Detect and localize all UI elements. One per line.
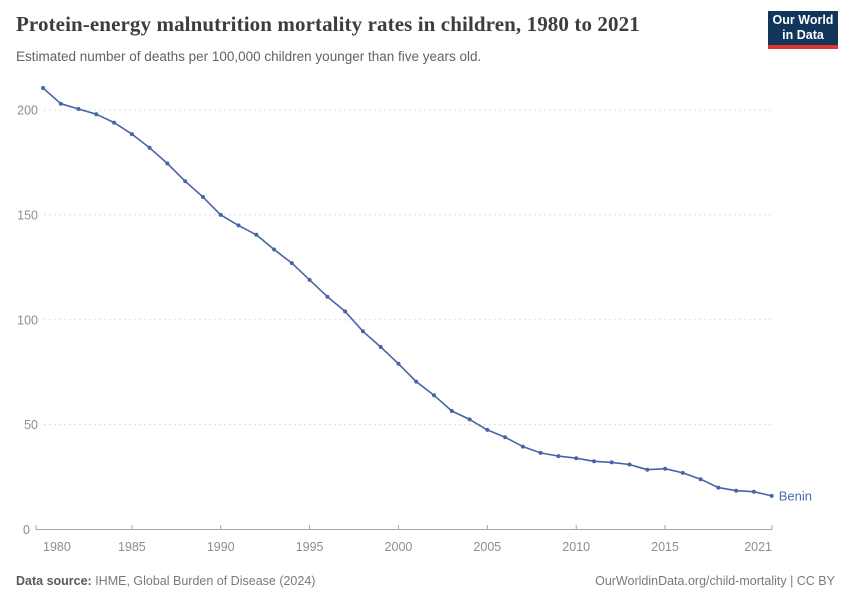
data-point-marker[interactable] [289, 261, 294, 266]
chart-subtitle: Estimated number of deaths per 100,000 c… [16, 49, 482, 64]
owid-logo-line1: Our World [772, 13, 834, 27]
data-point-marker[interactable] [734, 488, 739, 493]
credit-link[interactable]: OurWorldinData.org/child-mortality | CC … [595, 574, 835, 588]
y-axis-tick-label: 200 [17, 104, 38, 118]
data-point-marker[interactable] [165, 161, 170, 166]
data-point-marker[interactable] [574, 456, 579, 461]
data-point-marker[interactable] [556, 454, 561, 459]
data-point-marker[interactable] [58, 101, 63, 106]
x-axis: 1980 1985 1990 1995 2000 2005 2010 2015 2021 [35, 525, 773, 554]
data-point-marker[interactable] [698, 477, 703, 482]
x-axis-tick-label: 1990 [207, 540, 235, 554]
data-point-marker[interactable] [378, 345, 383, 349]
data-point-marker[interactable] [609, 460, 614, 465]
x-axis-tick-label: 1995 [296, 540, 324, 554]
data-point-marker[interactable] [76, 107, 81, 111]
y-axis-tick-label: 100 [17, 313, 38, 327]
data-point-marker[interactable] [627, 462, 632, 467]
x-axis-tick-label: 2000 [385, 540, 413, 554]
chart-title: Protein-energy malnutrition mortality ra… [16, 12, 640, 36]
data-point-marker[interactable] [716, 485, 721, 490]
owid-logo[interactable]: Our World in Data [768, 11, 838, 49]
series-end-label[interactable]: Benin [779, 488, 812, 503]
data-point-marker[interactable] [41, 86, 45, 90]
data-point-marker[interactable] [751, 489, 756, 494]
data-point-marker[interactable] [307, 277, 312, 282]
x-axis-tick-label: 1985 [118, 540, 146, 554]
data-point-marker[interactable] [201, 195, 205, 199]
data-point-marker[interactable] [129, 132, 134, 137]
data-point-marker[interactable] [467, 417, 472, 422]
x-axis-tick-label: 2005 [473, 540, 501, 554]
data-point-marker[interactable] [432, 393, 436, 398]
x-axis-tick-label: 2021 [744, 540, 772, 554]
data-point-marker[interactable] [485, 427, 490, 432]
data-point-marker[interactable] [218, 212, 223, 217]
data-point-marker[interactable] [147, 145, 152, 150]
data-point-marker[interactable] [254, 232, 259, 237]
y-axis-tick-label: 0 [23, 523, 30, 537]
data-point-marker[interactable] [396, 361, 401, 366]
y-gridlines: 0 50 100 150 200 [17, 104, 772, 537]
y-axis-tick-label: 50 [24, 418, 38, 432]
data-point-marker[interactable] [449, 409, 454, 413]
data-point-marker[interactable] [645, 467, 650, 472]
data-point-marker[interactable] [769, 493, 774, 498]
data-point-marker[interactable] [325, 294, 330, 299]
y-axis-tick-label: 150 [17, 208, 38, 222]
owid-logo-line2: in Data [782, 28, 824, 42]
data-point-marker[interactable] [538, 450, 543, 455]
data-point-marker[interactable] [663, 466, 668, 471]
data-point-marker[interactable] [592, 459, 596, 464]
data-point-marker[interactable] [520, 444, 525, 449]
data-point-marker[interactable] [343, 309, 348, 314]
data-source-text: IHME, Global Burden of Disease (2024) [91, 574, 316, 588]
x-axis-tick-label: 1980 [43, 540, 71, 554]
data-source-label: Data source: [16, 574, 92, 588]
data-point-marker[interactable] [94, 112, 99, 117]
data-point-marker[interactable] [236, 223, 241, 228]
series-benin[interactable]: Benin [41, 86, 812, 503]
x-axis-tick-label: 2010 [562, 540, 590, 554]
data-source-note: Data source: IHME, Global Burden of Dise… [16, 574, 315, 588]
data-point-marker[interactable] [680, 470, 685, 475]
data-point-marker[interactable] [503, 435, 508, 440]
data-point-marker[interactable] [112, 120, 117, 125]
x-axis-tick-label: 2015 [651, 540, 679, 554]
data-point-marker[interactable] [183, 179, 188, 184]
data-point-marker[interactable] [414, 379, 419, 384]
series-line[interactable] [42, 87, 772, 497]
data-point-marker[interactable] [360, 329, 365, 334]
data-point-marker[interactable] [272, 247, 277, 252]
